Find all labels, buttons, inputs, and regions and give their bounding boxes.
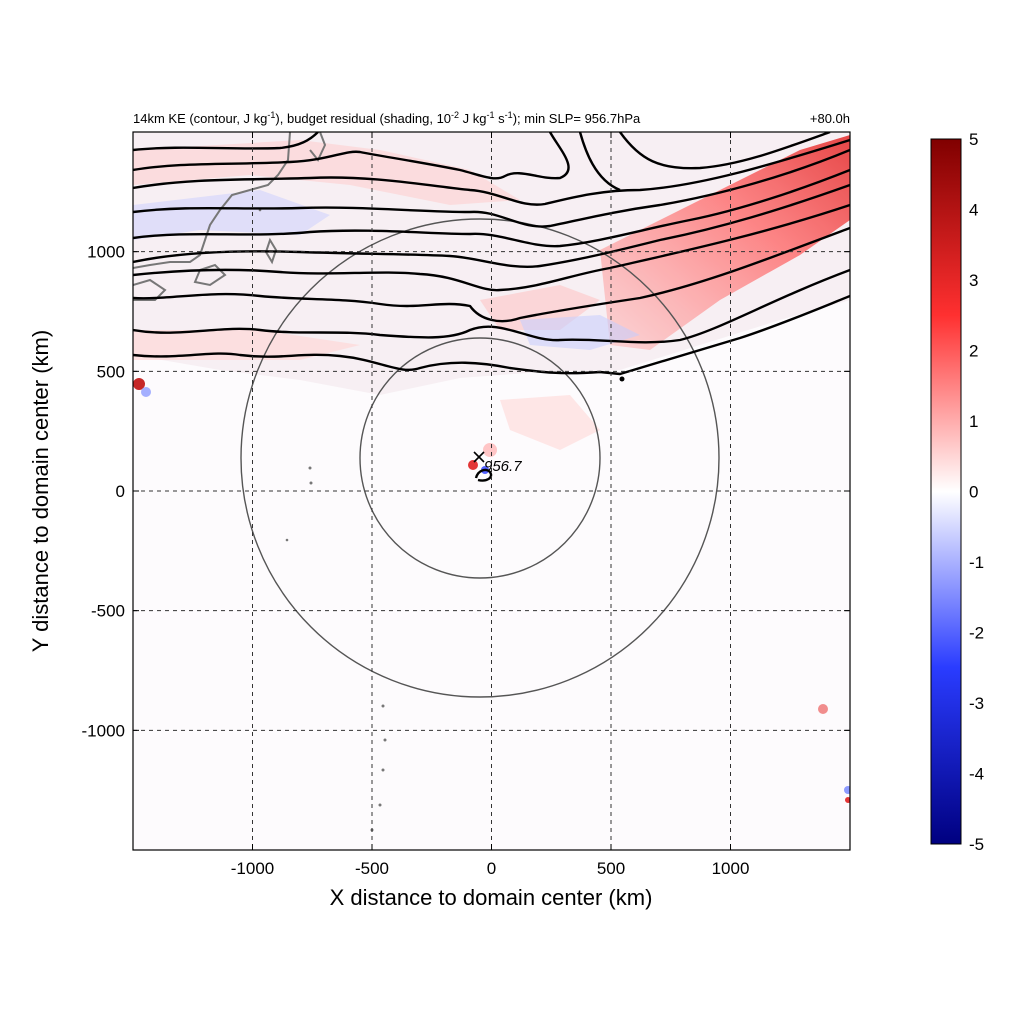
colorbar (930, 138, 962, 845)
shading-blue-spot-east (844, 786, 850, 794)
coast-north-a (309, 132, 327, 162)
plot-area (133, 132, 850, 850)
time-label: +80.0h (810, 111, 850, 126)
ke-contours (133, 132, 850, 482)
shading-red-northeast-of-storm (500, 395, 600, 450)
shading-red-streak-west (133, 140, 520, 205)
colorbar-ticks: 5 4 3 2 1 0 -1 -2 -3 -4 -5 (969, 130, 984, 854)
x-axis: -1000 -500 0 500 1000 (231, 132, 750, 878)
colorbar-tick-label: 4 (969, 201, 978, 220)
x-tick-label: 0 (487, 859, 496, 878)
colorbar-tick-label: 5 (969, 130, 978, 149)
min-slp-label: 956.7 (484, 458, 522, 475)
x-tick-label: -500 (355, 859, 389, 878)
shading-blue-spot-west (141, 387, 151, 397)
shading-storm-red (468, 460, 478, 470)
shading-blue-streak-west (133, 190, 330, 240)
x-axis-label: X distance to domain center (km) (330, 885, 653, 910)
colorbar-tick-label: -2 (969, 624, 984, 643)
coast-island-b (133, 278, 167, 301)
shading-red-lower-west (133, 330, 360, 360)
radius-circle-outer (240, 218, 720, 698)
y-tick-label: 1000 (87, 243, 125, 262)
contour-12 (578, 132, 621, 192)
y-tick-label: 0 (116, 482, 125, 501)
shading-red-spot-west (133, 378, 145, 390)
contour-storm (474, 468, 493, 482)
contour-7 (133, 148, 850, 228)
coastlines (133, 132, 327, 301)
contour-6 (133, 168, 850, 248)
shading-storm-red-2 (483, 443, 497, 457)
contour-10 (133, 132, 319, 152)
shading-red-band-east (600, 135, 850, 350)
colorbar-tick-label: -5 (969, 835, 984, 854)
x-tick-label: 1000 (712, 859, 750, 878)
contour-5 (133, 183, 850, 268)
y-tick-label: -1000 (82, 721, 125, 740)
colorbar-tick-label: 1 (969, 412, 978, 431)
colorbar-tick-label: 0 (969, 483, 978, 502)
colorbar-tick-label: 3 (969, 271, 978, 290)
colorbar-tick-label: -1 (969, 553, 984, 572)
radius-circle-inner (359, 337, 601, 579)
y-tick-label: 500 (97, 362, 125, 381)
y-axis-label: Y distance to domain center (km) (28, 330, 53, 652)
colorbar-tick-label: -3 (969, 694, 984, 713)
chart-title: 14km KE (contour, J kg-1), budget residu… (133, 110, 641, 126)
shading-red-mid (480, 285, 600, 330)
x-tick-label: 500 (597, 859, 625, 878)
contour-3 (133, 226, 850, 323)
y-axis: -1000 -500 0 500 1000 (82, 243, 850, 740)
colorbar-tick-label: -4 (969, 765, 984, 784)
storm-center-marker (473, 451, 485, 463)
contour-8 (133, 138, 850, 206)
contour-9 (133, 132, 570, 180)
coast-island-a (193, 263, 227, 287)
coast-main (133, 132, 291, 269)
contour-2 (133, 268, 850, 344)
x-tick-label: -1000 (231, 859, 274, 878)
contour-dot (619, 376, 625, 382)
colorbar-tick-label: 2 (969, 342, 978, 361)
radius-circles (240, 218, 720, 698)
contour-4 (133, 203, 850, 292)
shading-red-spot-east2 (845, 797, 850, 803)
contour-11 (619, 132, 831, 170)
coast-south-a (264, 237, 278, 265)
shading-red-spot-east (818, 704, 828, 714)
y-tick-label: -500 (91, 602, 125, 621)
